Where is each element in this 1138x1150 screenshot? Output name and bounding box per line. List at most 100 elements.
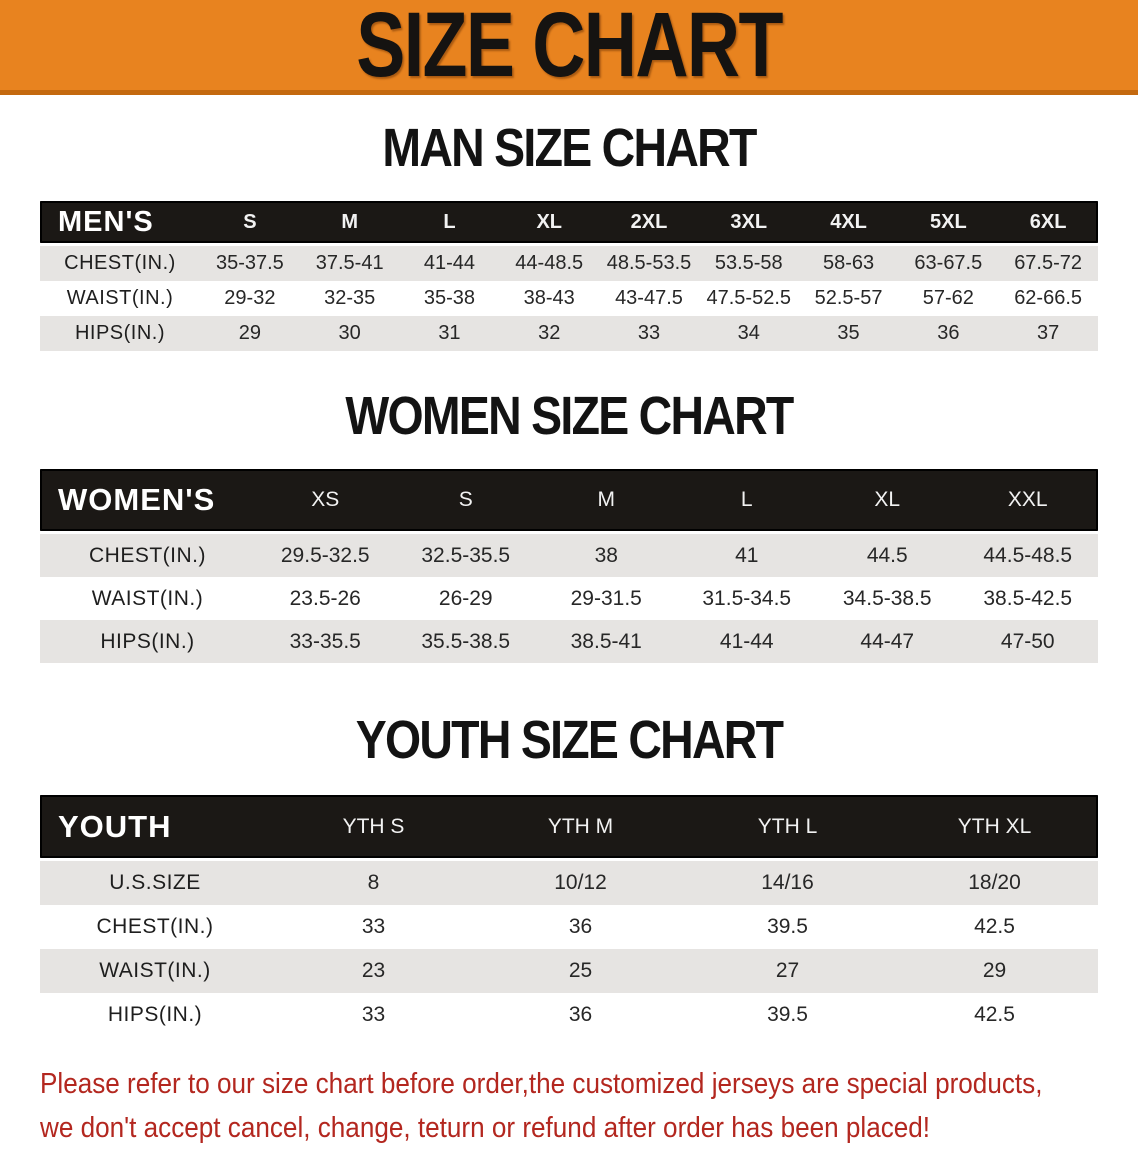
size-column-header: YTH M xyxy=(477,815,684,839)
measurement-value: 30 xyxy=(300,322,400,345)
measurement-value: 53.5-58 xyxy=(699,252,799,275)
size-column-header: 6XL xyxy=(998,211,1098,234)
measurement-label: HIPS(IN.) xyxy=(40,630,255,654)
women-section-heading: WOMEN SIZE CHART xyxy=(80,389,1059,443)
size-column-header: YTH L xyxy=(684,815,891,839)
measurement-value: 33 xyxy=(599,322,699,345)
measurement-label: HIPS(IN.) xyxy=(40,322,200,345)
size-column-header: XS xyxy=(255,488,396,512)
measurement-value: 44-48.5 xyxy=(499,252,599,275)
measurement-value: 32-35 xyxy=(300,287,400,310)
measurement-value: 32.5-35.5 xyxy=(396,544,537,568)
size-column-header: 5XL xyxy=(898,211,998,234)
table-corner-label: YOUTH xyxy=(40,809,270,845)
measurement-value: 36 xyxy=(898,322,998,345)
measurement-value: 43-47.5 xyxy=(599,287,699,310)
table-corner-label: MEN'S xyxy=(40,206,200,239)
measurement-value: 36 xyxy=(477,915,684,939)
measurement-value: 44-47 xyxy=(817,630,958,654)
measurement-value: 47.5-52.5 xyxy=(699,287,799,310)
measurement-value: 36 xyxy=(477,1003,684,1027)
measurement-label: CHEST(IN.) xyxy=(40,544,255,568)
measurement-value: 8 xyxy=(270,871,477,895)
measurement-value: 44.5-48.5 xyxy=(958,544,1099,568)
measurement-value: 33 xyxy=(270,915,477,939)
measurement-value: 31 xyxy=(400,322,500,345)
measurement-value: 27 xyxy=(684,959,891,983)
measurement-value: 47-50 xyxy=(958,630,1099,654)
measurement-value: 29-32 xyxy=(200,287,300,310)
measurement-value: 48.5-53.5 xyxy=(599,252,699,275)
measurement-value: 38-43 xyxy=(499,287,599,310)
measurement-value: 39.5 xyxy=(684,1003,891,1027)
measurement-value: 29.5-32.5 xyxy=(255,544,396,568)
measurement-value: 31.5-34.5 xyxy=(677,587,818,611)
measurement-value: 33 xyxy=(270,1003,477,1027)
measurement-value: 38.5-42.5 xyxy=(958,587,1099,611)
size-column-header: XL xyxy=(499,211,599,234)
measurement-value: 32 xyxy=(499,322,599,345)
measurement-value: 26-29 xyxy=(396,587,537,611)
size-column-header: S xyxy=(200,211,300,234)
measurement-value: 34 xyxy=(699,322,799,345)
measurement-value: 62-66.5 xyxy=(998,287,1098,310)
measurement-label: HIPS(IN.) xyxy=(40,1003,270,1027)
measurement-value: 14/16 xyxy=(684,871,891,895)
disclaimer: Please refer to our size chart before or… xyxy=(40,1063,1138,1150)
measurement-label: CHEST(IN.) xyxy=(40,252,200,275)
measurement-value: 38 xyxy=(536,544,677,568)
measurement-value: 29 xyxy=(200,322,300,345)
size-column-header: YTH XL xyxy=(891,815,1098,839)
measurement-label: WAIST(IN.) xyxy=(40,959,270,983)
measurement-value: 23 xyxy=(270,959,477,983)
measurement-value: 57-62 xyxy=(898,287,998,310)
measurement-value: 35.5-38.5 xyxy=(396,630,537,654)
size-column-header: L xyxy=(677,488,818,512)
youth-section-heading: YOUTH SIZE CHART xyxy=(80,713,1059,767)
measurement-value: 39.5 xyxy=(684,915,891,939)
size-column-header: XXL xyxy=(958,488,1099,512)
measurement-value: 35-38 xyxy=(400,287,500,310)
size-column-header: XL xyxy=(817,488,958,512)
size-column-header: 3XL xyxy=(699,211,799,234)
measurement-value: 29-31.5 xyxy=(536,587,677,611)
measurement-label: WAIST(IN.) xyxy=(40,587,255,611)
measurement-value: 42.5 xyxy=(891,915,1098,939)
measurement-value: 44.5 xyxy=(817,544,958,568)
measurement-value: 10/12 xyxy=(477,871,684,895)
table-corner-label: WOMEN'S xyxy=(40,482,255,518)
measurement-value: 67.5-72 xyxy=(998,252,1098,275)
measurement-value: 52.5-57 xyxy=(799,287,899,310)
measurement-value: 34.5-38.5 xyxy=(817,587,958,611)
size-column-header: YTH S xyxy=(270,815,477,839)
size-column-header: M xyxy=(536,488,677,512)
banner: SIZE CHART xyxy=(0,0,1138,95)
banner-title: SIZE CHART xyxy=(356,0,782,91)
measurement-value: 18/20 xyxy=(891,871,1098,895)
measurement-value: 29 xyxy=(891,959,1098,983)
size-column-header: 4XL xyxy=(799,211,899,234)
measurement-label: U.S.SIZE xyxy=(40,871,270,895)
measurement-value: 42.5 xyxy=(891,1003,1098,1027)
measurement-value: 41-44 xyxy=(400,252,500,275)
measurement-value: 41-44 xyxy=(677,630,818,654)
measurement-value: 63-67.5 xyxy=(898,252,998,275)
